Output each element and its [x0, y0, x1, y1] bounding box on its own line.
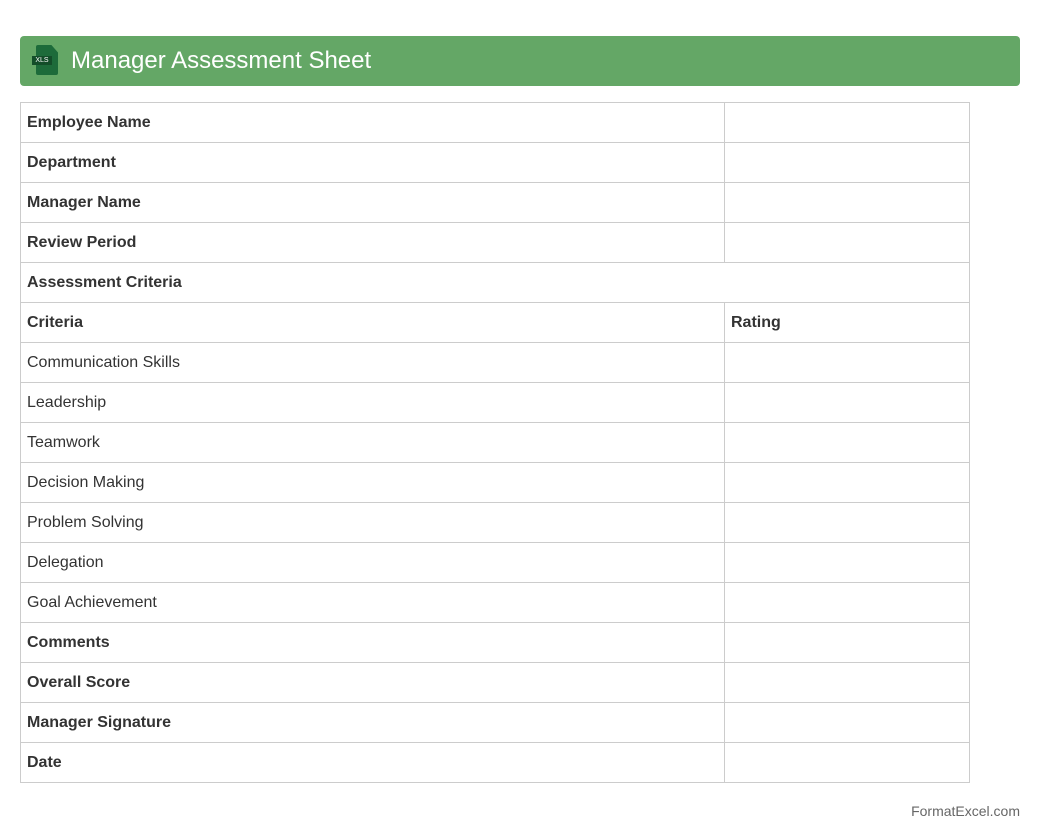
criteria-row: Delegation: [20, 542, 970, 583]
row-value-cell[interactable]: [724, 622, 970, 663]
row-value-cell[interactable]: [724, 382, 970, 423]
section-title: Assessment Criteria: [20, 262, 970, 303]
row-value-cell[interactable]: [724, 462, 970, 503]
row-value-cell[interactable]: [724, 182, 970, 223]
row-label: Overall Score: [20, 662, 725, 703]
summary-row: Manager Signature: [20, 702, 970, 743]
summary-row: Date: [20, 742, 970, 783]
row-value-cell[interactable]: [724, 582, 970, 623]
row-label: Department: [20, 142, 725, 183]
info-row: Employee Name: [20, 102, 970, 143]
row-value-cell[interactable]: [724, 542, 970, 583]
row-label: Delegation: [20, 542, 725, 583]
assessment-table: Employee Name Department Manager Name Revie…: [20, 102, 970, 783]
row-value-cell[interactable]: [724, 662, 970, 703]
row-value-cell[interactable]: [724, 102, 970, 143]
row-label: Decision Making: [20, 462, 725, 503]
column-header-row: Criteria Rating: [20, 302, 970, 343]
row-value-cell[interactable]: [724, 142, 970, 183]
info-row: Department: [20, 142, 970, 183]
info-row: Review Period: [20, 222, 970, 263]
row-label: Employee Name: [20, 102, 725, 143]
summary-row: Overall Score: [20, 662, 970, 703]
xls-file-icon: XLS: [32, 45, 62, 77]
row-label: Review Period: [20, 222, 725, 263]
page-header: XLS Manager Assessment Sheet: [20, 36, 1020, 86]
row-value-cell[interactable]: [724, 422, 970, 463]
row-label: Date: [20, 742, 725, 783]
criteria-row: Teamwork: [20, 422, 970, 463]
criteria-row: Problem Solving: [20, 502, 970, 543]
info-row: Manager Name: [20, 182, 970, 223]
row-label: Manager Name: [20, 182, 725, 223]
criteria-row: Communication Skills: [20, 342, 970, 383]
criteria-row: Goal Achievement: [20, 582, 970, 623]
section-row: Assessment Criteria: [20, 262, 970, 303]
row-label: Comments: [20, 622, 725, 663]
row-label: Leadership: [20, 382, 725, 423]
criteria-header: Criteria: [20, 302, 725, 343]
footer-brand[interactable]: FormatExcel.com: [911, 803, 1020, 819]
criteria-row: Decision Making: [20, 462, 970, 503]
row-label: Goal Achievement: [20, 582, 725, 623]
row-label: Problem Solving: [20, 502, 725, 543]
row-value-cell[interactable]: [724, 222, 970, 263]
row-value-cell[interactable]: [724, 342, 970, 383]
row-label: Communication Skills: [20, 342, 725, 383]
row-label: Manager Signature: [20, 702, 725, 743]
row-value-cell[interactable]: [724, 502, 970, 543]
criteria-row: Leadership: [20, 382, 970, 423]
rating-header: Rating: [724, 302, 970, 343]
page-title: Manager Assessment Sheet: [71, 47, 372, 74]
row-label: Teamwork: [20, 422, 725, 463]
row-value-cell[interactable]: [724, 702, 970, 743]
row-value-cell[interactable]: [724, 742, 970, 783]
summary-row: Comments: [20, 622, 970, 663]
